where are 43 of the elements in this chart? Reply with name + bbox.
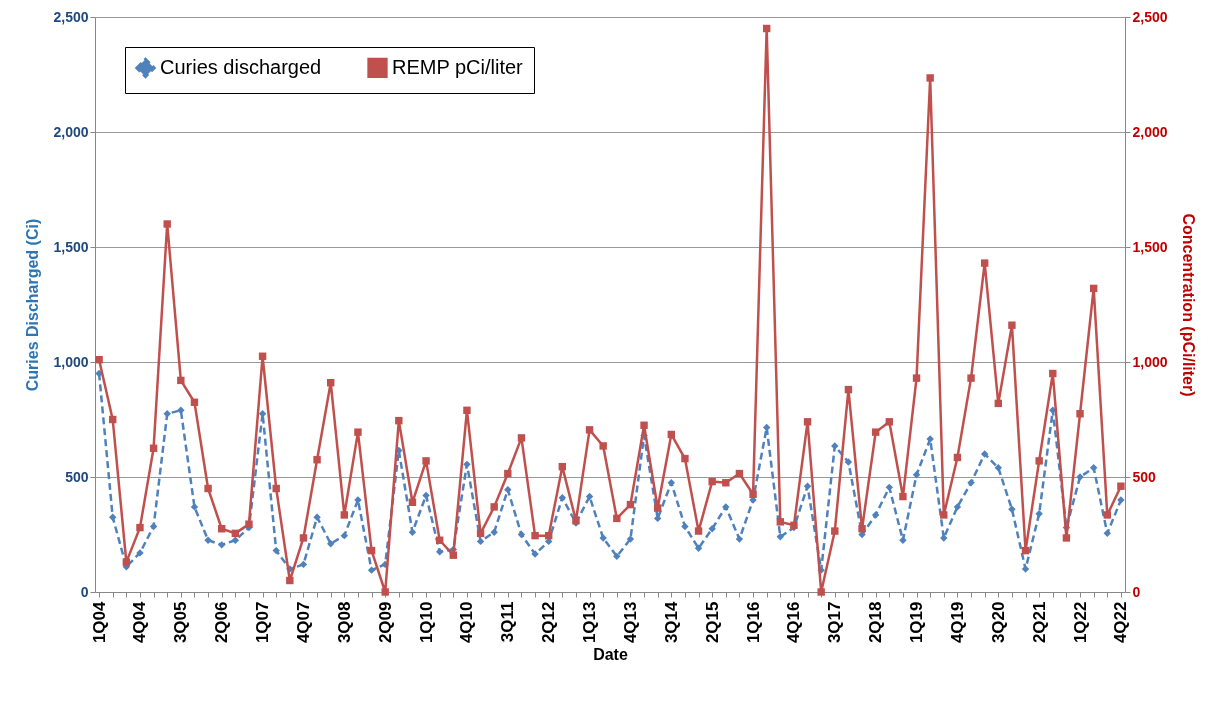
y-tick-label: 2,500 — [53, 8, 89, 25]
x-tick-label: 1Q22 — [1070, 601, 1090, 644]
x-tick-label: 4Q16 — [784, 601, 804, 644]
x-tick-label: 2Q15 — [702, 601, 722, 644]
x-tick-label: 3Q17 — [825, 601, 845, 644]
y-tick-label: 500 — [65, 468, 89, 485]
x-tick-label: 1Q04 — [89, 600, 109, 644]
y2-axis-title: Concentration (pCi/liter) — [1179, 213, 1197, 397]
x-tick-label: 4Q10 — [457, 601, 477, 644]
x-tick-label: 4Q04 — [130, 600, 150, 644]
x-tick-label: 1Q13 — [580, 601, 600, 644]
y2-tick-label: 0 — [1132, 583, 1141, 600]
x-tick-label: 3Q08 — [334, 601, 354, 644]
x-tick-label: 2Q09 — [375, 601, 395, 644]
legend-label: REMP pCi/liter — [392, 55, 524, 78]
x-tick-label: 1Q19 — [907, 601, 927, 644]
x-tick-label: 2Q06 — [212, 601, 232, 644]
y-tick-label: 2,000 — [53, 123, 89, 140]
y2-tick-label: 2,000 — [1132, 123, 1168, 140]
y2-tick-label: 1,000 — [1132, 353, 1168, 370]
y2-tick-label: 1,500 — [1132, 238, 1168, 255]
x-tick-label: 4Q07 — [293, 601, 313, 644]
x-tick-label: 4Q22 — [1111, 601, 1131, 644]
x-tick-label: 4Q19 — [947, 601, 967, 644]
y-tick-label: 1,500 — [53, 238, 89, 255]
x-tick-label: 2Q18 — [866, 601, 886, 644]
y2-tick-label: 500 — [1132, 468, 1157, 485]
y2-tick-label: 2,500 — [1132, 8, 1168, 25]
x-tick-label: 3Q20 — [988, 601, 1008, 644]
y-tick-label: 1,000 — [53, 353, 89, 370]
x-tick-label: 3Q11 — [498, 601, 518, 643]
x-tick-label: 1Q07 — [253, 601, 273, 644]
x-tick-label: 2Q21 — [1029, 601, 1049, 644]
x-axis-title: Date — [593, 646, 628, 664]
legend-label: Curies discharged — [160, 55, 322, 78]
y-tick-label: 0 — [80, 583, 89, 600]
x-tick-label: 2Q12 — [539, 601, 559, 644]
x-tick-label: 3Q05 — [171, 601, 191, 644]
x-tick-label: 4Q13 — [620, 601, 640, 644]
y-axis-title: Curies Discharged (Ci) — [24, 218, 42, 392]
x-tick-label: 1Q16 — [743, 601, 763, 644]
x-tick-label: 3Q14 — [661, 600, 681, 644]
x-tick-label: 1Q10 — [416, 601, 436, 644]
